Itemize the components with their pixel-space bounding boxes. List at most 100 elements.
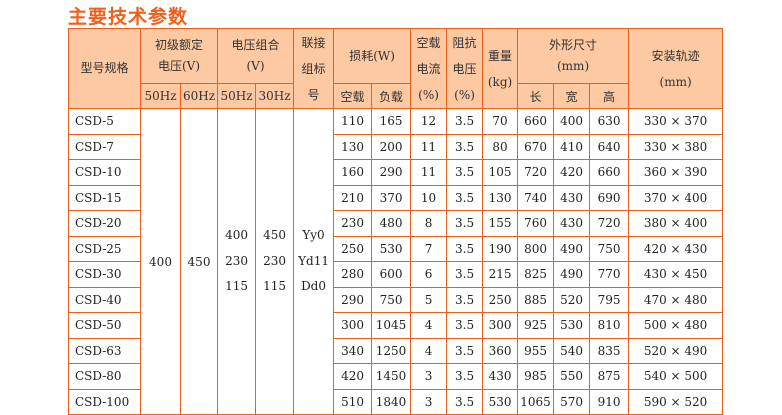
combo-50hz-cell-value: 400 — [225, 228, 248, 243]
weight-cell: 360 — [482, 337, 519, 364]
table-row: CSD-7 130 200 11 3.5 80 670 410 640 330 × 380 — [68, 133, 724, 160]
header-primary-50hz: 50Hz — [140, 83, 181, 109]
length-cell: 800 — [517, 235, 555, 262]
impedance-cell: 3.5 — [446, 337, 484, 364]
weight-cell: 530 — [482, 388, 519, 415]
weight-cell: 430 — [482, 363, 519, 390]
header-loss-load: 负载 — [371, 83, 412, 109]
current-cell: 3 — [410, 388, 448, 415]
impedance-cell: 3.5 — [446, 210, 484, 237]
weight-cell: 70 — [482, 108, 519, 135]
current-cell: 6 — [410, 261, 448, 288]
loss-load-cell: 750 — [371, 286, 412, 313]
combo-50hz-cell: 400 230 115 — [217, 108, 257, 415]
impedance-cell: 3.5 — [446, 235, 484, 262]
loss-load-cell: 290 — [371, 159, 412, 186]
weight-cell: 215 — [482, 261, 519, 288]
width-cell: 420 — [553, 159, 591, 186]
mounting-cell: 500 × 480 — [628, 312, 724, 339]
width-cell: 400 — [553, 108, 591, 135]
mounting-cell: 430 × 450 — [628, 261, 724, 288]
width-cell: 430 — [553, 210, 591, 237]
impedance-cell: 3.5 — [446, 312, 484, 339]
impedance-cell: 3.5 — [446, 388, 484, 415]
loss-noload-cell: 290 — [333, 286, 373, 313]
weight-cell: 80 — [482, 133, 519, 160]
length-cell: 670 — [517, 133, 555, 160]
spec-table: 型号规格 初级额定 电压(V) 电压组合 (V) 联接 组标号 损耗(W) 空载 电流(… — [68, 28, 724, 415]
current-cell: 4 — [410, 312, 448, 339]
weight-cell: 155 — [482, 210, 519, 237]
table-row: CSD-63 340 1250 4 3.5 360 955 540 835 520 × 490 — [68, 337, 724, 364]
loss-load-cell: 530 — [371, 235, 412, 262]
width-cell: 540 — [553, 337, 591, 364]
weight-cell: 105 — [482, 159, 519, 186]
loss-load-cell: 165 — [371, 108, 412, 135]
length-cell: 985 — [517, 363, 555, 390]
model-cell: CSD-100 — [68, 388, 141, 415]
height-cell: 875 — [589, 363, 630, 390]
mounting-cell: 370 × 400 — [628, 184, 724, 211]
height-cell: 750 — [589, 235, 630, 262]
combo-30hz-cell-value: 450 — [263, 228, 286, 243]
length-cell: 720 — [517, 159, 555, 186]
mounting-cell: 380 × 400 — [628, 210, 724, 237]
header-weight: 重量 (kg) — [482, 28, 519, 109]
model-cell: CSD-63 — [68, 337, 141, 364]
loss-noload-cell: 420 — [333, 363, 373, 390]
mounting-cell: 590 × 520 — [628, 388, 724, 415]
impedance-cell: 3.5 — [446, 286, 484, 313]
loss-noload-cell: 340 — [333, 337, 373, 364]
mounting-cell: 520 × 490 — [628, 337, 724, 364]
page-title: 主要技术参数 — [68, 6, 189, 28]
impedance-cell: 3.5 — [446, 133, 484, 160]
model-cell: CSD-25 — [68, 235, 141, 262]
loss-noload-cell: 160 — [333, 159, 373, 186]
width-cell: 570 — [553, 388, 591, 415]
length-cell: 740 — [517, 184, 555, 211]
table-row: CSD-100 510 1840 3 3.5 530 1065 570 910 590 × 520 — [68, 388, 724, 415]
loss-noload-cell: 230 — [333, 210, 373, 237]
table-row: CSD-5 400 450 400 230 115 450 230 115 Yy0 Yd11 Dd0 1… — [68, 108, 724, 415]
height-cell: 640 — [589, 133, 630, 160]
primary-60hz-cell: 450 — [179, 108, 219, 415]
length-cell: 660 — [517, 108, 555, 135]
loss-noload-cell: 280 — [333, 261, 373, 288]
model-cell: CSD-15 — [68, 184, 141, 211]
combo-30hz-cell-value: 115 — [263, 279, 286, 294]
current-cell: 8 — [410, 210, 448, 237]
combo-50hz-cell-value: 115 — [225, 279, 248, 294]
header-loss: 损耗(W) — [333, 28, 412, 84]
loss-load-cell: 1840 — [371, 388, 412, 415]
height-cell: 835 — [589, 337, 630, 364]
weight-cell: 190 — [482, 235, 519, 262]
mounting-cell: 420 × 430 — [628, 235, 724, 262]
current-cell: 11 — [410, 159, 448, 186]
loss-load-cell: 480 — [371, 210, 412, 237]
length-cell: 825 — [517, 261, 555, 288]
header-mounting: 安装轨迹 (mm) — [628, 28, 724, 109]
header-impedance-voltage: 阻抗 电压 (%) — [446, 28, 484, 109]
width-cell: 520 — [553, 286, 591, 313]
loss-noload-cell: 210 — [333, 184, 373, 211]
model-cell: CSD-10 — [68, 159, 141, 186]
table-row: CSD-10 160 290 11 3.5 105 720 420 660 360 × 390 — [68, 159, 724, 186]
impedance-cell: 3.5 — [446, 184, 484, 211]
loss-load-cell: 370 — [371, 184, 412, 211]
header-combo-50hz: 50Hz — [217, 83, 257, 109]
loss-load-cell: 1250 — [371, 337, 412, 364]
model-cell: CSD-40 — [68, 286, 141, 313]
table-row: CSD-80 420 1450 3 3.5 430 985 550 875 540 × 500 — [68, 363, 724, 390]
connection-cell: Yy0 Yd11 Dd0 — [293, 108, 335, 415]
table-row: CSD-15 210 370 10 3.5 130 740 430 690 370 × 400 — [68, 184, 724, 211]
connection-cell-value: Dd0 — [301, 279, 326, 294]
width-cell: 430 — [553, 184, 591, 211]
table-row: CSD-50 300 1045 4 3.5 300 925 530 810 500 × 480 — [68, 312, 724, 339]
header-dimensions: 外形尺寸 (mm) — [517, 28, 630, 84]
current-cell: 10 — [410, 184, 448, 211]
header-connection: 联接 组标号 — [293, 28, 335, 109]
width-cell: 550 — [553, 363, 591, 390]
loss-noload-cell: 250 — [333, 235, 373, 262]
loss-load-cell: 600 — [371, 261, 412, 288]
table-row: CSD-25 250 530 7 3.5 190 800 490 750 420 × 430 — [68, 235, 724, 262]
